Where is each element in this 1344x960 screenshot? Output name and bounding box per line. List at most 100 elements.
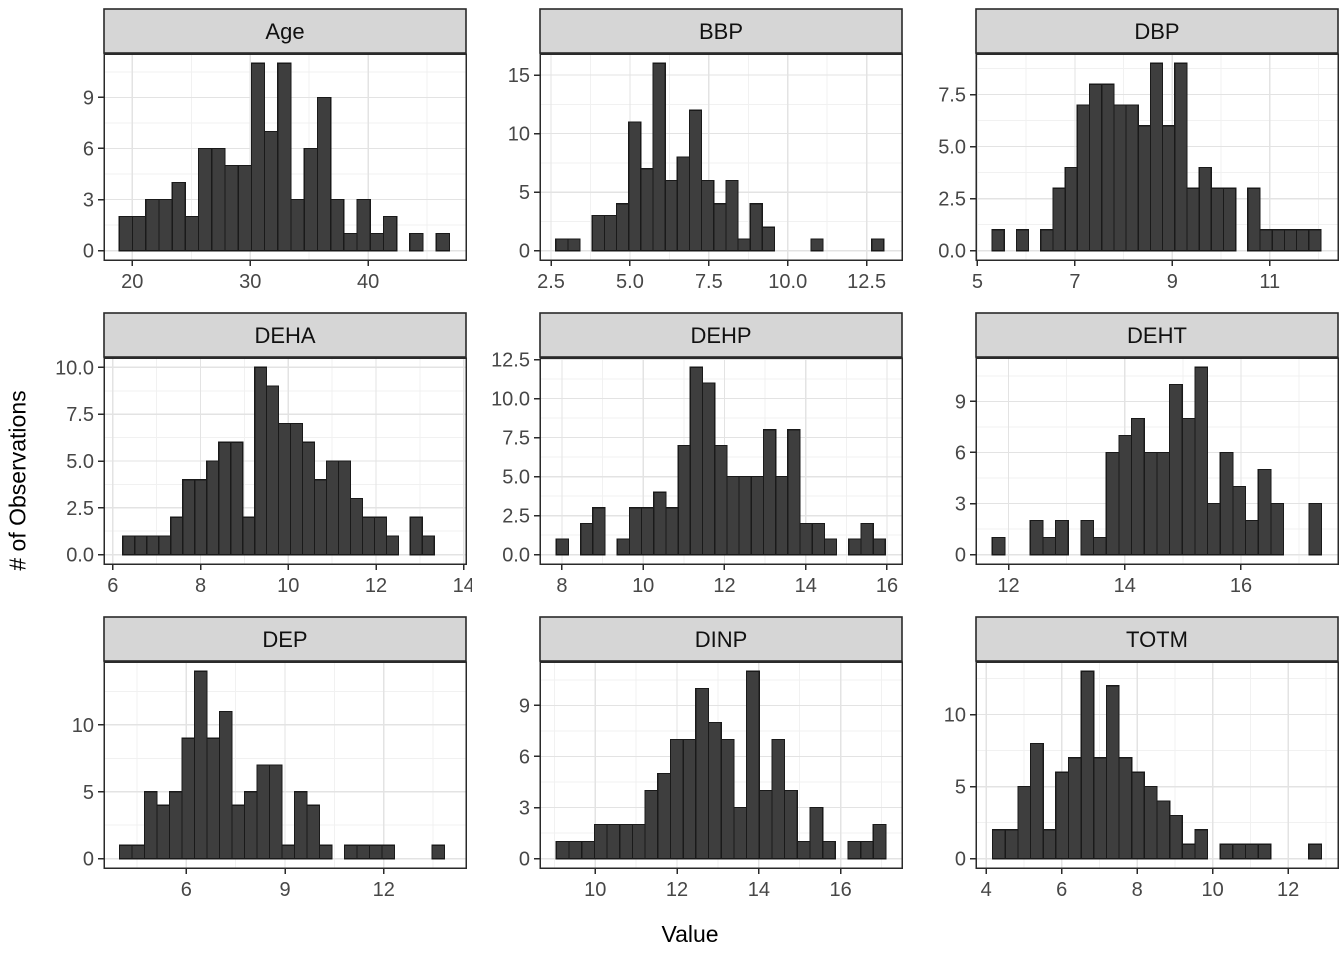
x-tick-label: 30: [239, 271, 261, 293]
facet-grid: Age 20 30 40 0 3 6 9 BBP 2.5 5.0 7.5 10.0 12.5 0 5 10 15 D…: [36, 8, 1344, 914]
bar: [256, 764, 271, 860]
bar: [1105, 451, 1120, 556]
bar: [1283, 229, 1298, 252]
bar: [290, 198, 305, 252]
bar: [1125, 104, 1139, 252]
bar: [254, 366, 268, 556]
bar: [758, 789, 773, 860]
bar: [1219, 843, 1234, 860]
y-tick-label: 0.0: [938, 241, 966, 263]
bar: [1017, 785, 1032, 860]
histogram-bars: [991, 670, 1323, 860]
bar: [567, 238, 581, 252]
bar: [268, 764, 283, 860]
bar: [771, 738, 786, 860]
bar: [206, 737, 221, 860]
bar: [1259, 229, 1273, 252]
bar: [823, 538, 838, 556]
x-tick-label: 6: [107, 575, 118, 597]
facet-chart-dinp: DINP 10 12 14 16 0 3 6 9: [519, 616, 903, 901]
facet-strip: [539, 8, 903, 54]
y-tick-label: 15: [508, 65, 530, 87]
bar: [1186, 187, 1200, 252]
bar: [664, 179, 678, 252]
bar: [714, 444, 728, 556]
histogram-bars: [555, 62, 885, 252]
x-tick-label: 12: [666, 879, 688, 901]
bar: [1308, 229, 1322, 252]
bar: [281, 844, 296, 860]
facet-strip: [975, 312, 1339, 358]
y-tick-label: 10: [508, 124, 530, 146]
y-tick-label: 6: [955, 442, 966, 464]
bar: [1093, 757, 1108, 860]
bar: [211, 147, 226, 252]
facet-strip-label: DEHP: [690, 323, 751, 348]
bar: [688, 109, 703, 252]
bar: [1076, 104, 1091, 252]
bar: [783, 789, 798, 860]
bar: [1194, 366, 1209, 556]
bar: [237, 164, 253, 252]
bar: [991, 829, 1006, 860]
y-tick-label: 3: [519, 798, 530, 820]
bar: [1042, 829, 1057, 860]
y-tick-label: 7.5: [938, 85, 966, 107]
bar: [263, 130, 279, 252]
bar: [184, 215, 200, 252]
bar: [669, 738, 684, 860]
bar: [1088, 83, 1103, 252]
bar: [242, 516, 256, 556]
bar: [860, 522, 874, 556]
x-tick-label: 5: [972, 271, 983, 293]
bar: [168, 791, 183, 860]
bar: [707, 721, 722, 860]
y-axis-title-column: # of Observations: [0, 0, 36, 960]
bar: [1168, 383, 1183, 556]
facet-dinp: DINP 10 12 14 16 0 3 6 9: [472, 616, 908, 914]
bar: [356, 198, 371, 252]
y-tick-label: 0.0: [66, 545, 94, 567]
bar: [1149, 62, 1164, 252]
x-tick-label: 10: [584, 879, 606, 901]
facet-dep: DEP 6 9 12 0 5 10: [36, 616, 472, 914]
bar: [330, 198, 345, 252]
bar: [143, 791, 158, 860]
bar: [1247, 187, 1261, 252]
x-tick-label: 11: [1259, 271, 1280, 293]
bar: [146, 535, 160, 556]
bar: [431, 844, 446, 860]
histogram-bars: [555, 670, 887, 860]
facet-deha: DEHA 6 8 10 12 14 0.0 2.5 5.0 7.5 10.0: [36, 312, 475, 610]
bar: [1092, 536, 1107, 556]
y-tick-label: 7.5: [66, 404, 94, 426]
bar: [568, 840, 583, 860]
y-tick-label: 2.5: [938, 189, 966, 211]
bar: [1080, 519, 1095, 556]
bar: [435, 232, 451, 252]
bar: [628, 507, 643, 556]
bar: [218, 441, 232, 556]
bar: [325, 460, 340, 556]
bar: [182, 479, 196, 556]
facet-strip-label: DEHT: [1127, 323, 1187, 348]
bar: [409, 232, 424, 252]
histogram-bars: [991, 62, 1322, 252]
bar: [682, 738, 697, 860]
bar: [1113, 104, 1127, 252]
bar: [555, 840, 570, 860]
bar: [318, 844, 333, 860]
y-tick-label: 5.0: [502, 467, 530, 489]
bar: [156, 804, 171, 860]
bar: [796, 840, 811, 860]
bar: [872, 538, 886, 556]
bar: [1052, 187, 1066, 252]
bar: [1105, 685, 1120, 860]
x-tick-label: 9: [1167, 271, 1178, 293]
panel-border: [539, 661, 903, 869]
bar: [701, 382, 716, 556]
bar: [628, 121, 642, 252]
bar: [131, 215, 147, 252]
bar: [181, 737, 196, 860]
bar: [822, 840, 836, 860]
